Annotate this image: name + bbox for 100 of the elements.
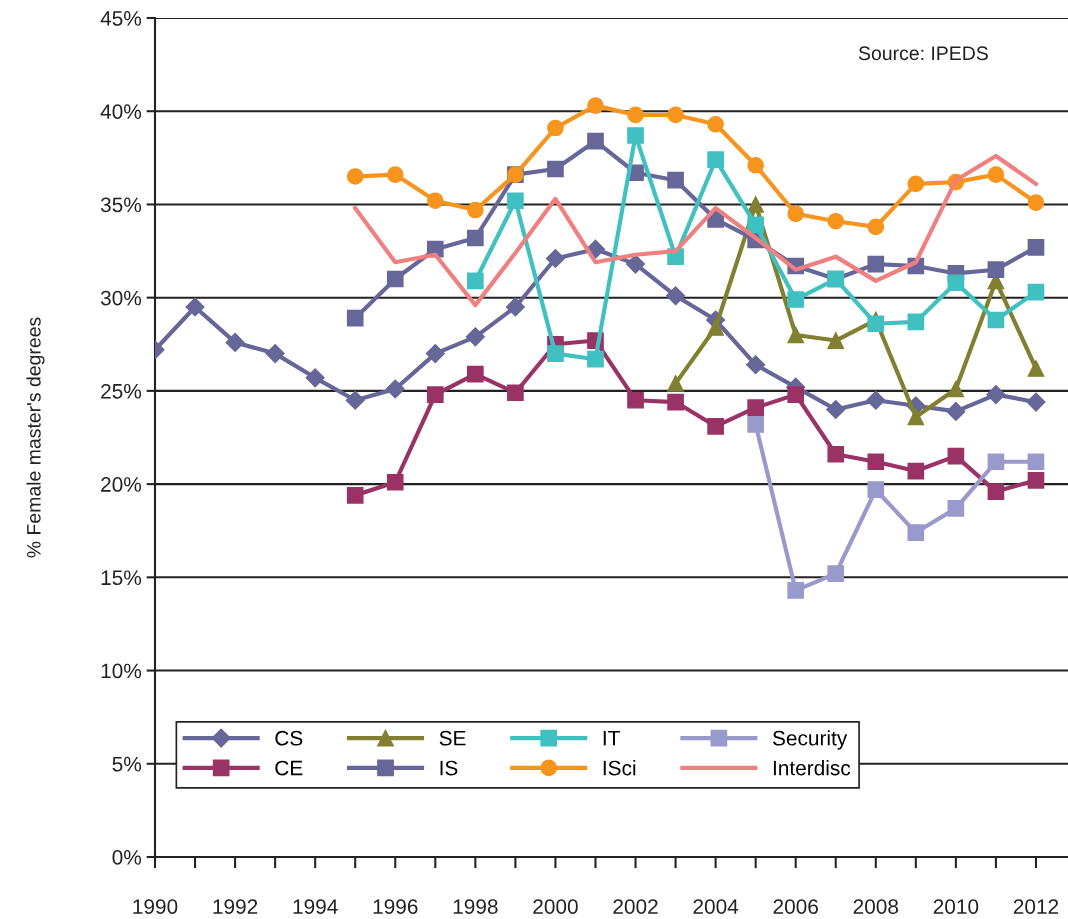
point xyxy=(787,326,805,344)
point xyxy=(1027,453,1045,471)
point xyxy=(667,106,684,124)
point xyxy=(907,175,925,193)
point xyxy=(666,286,686,306)
point xyxy=(467,229,484,247)
point xyxy=(1027,194,1045,211)
legend-label: CS xyxy=(275,730,303,746)
y-tick-label: 0% xyxy=(112,850,142,865)
point xyxy=(346,486,364,504)
point xyxy=(547,119,564,137)
point xyxy=(947,500,965,517)
point xyxy=(667,171,684,189)
x-tick-label: 2004 xyxy=(693,899,739,914)
point xyxy=(1027,360,1045,377)
point xyxy=(747,416,764,433)
x-tick-label: 2008 xyxy=(853,899,899,914)
point xyxy=(787,582,805,599)
y-tick-label: 25% xyxy=(101,383,142,399)
annotation: Source: IPEDS xyxy=(858,46,988,61)
point xyxy=(1026,392,1046,412)
y-tick-label: 15% xyxy=(101,570,142,586)
point xyxy=(1027,472,1045,489)
point xyxy=(465,327,485,347)
point xyxy=(947,447,965,465)
point xyxy=(305,368,325,388)
point xyxy=(426,386,444,403)
x-tick-label: 2000 xyxy=(533,899,578,914)
point xyxy=(346,168,364,185)
point xyxy=(946,401,966,421)
x-tick-label: 1998 xyxy=(453,899,498,914)
point xyxy=(587,97,604,114)
point xyxy=(426,192,444,210)
point xyxy=(947,380,965,398)
legend-label: IS xyxy=(440,760,458,776)
legend-label: Interdisc xyxy=(773,760,851,776)
point xyxy=(947,274,965,292)
point xyxy=(265,344,285,364)
y-tick-label: 35% xyxy=(100,197,142,213)
x-tick-label: 2012 xyxy=(1013,899,1059,914)
line-series xyxy=(353,153,1039,308)
point xyxy=(467,272,484,290)
point xyxy=(385,379,405,399)
point xyxy=(827,445,845,463)
y-axis-title: % Female master's degrees xyxy=(26,317,45,558)
x-tick-label: 1994 xyxy=(293,899,338,914)
point xyxy=(547,160,564,178)
point xyxy=(1027,238,1045,256)
point xyxy=(1027,283,1045,301)
point xyxy=(867,481,885,499)
y-tick-label: 5% xyxy=(112,756,142,772)
point xyxy=(827,212,845,230)
y-tick-label: 40% xyxy=(100,104,142,119)
point xyxy=(345,390,365,410)
point xyxy=(987,453,1005,471)
point xyxy=(386,270,404,288)
point xyxy=(867,453,885,471)
point xyxy=(747,399,764,417)
point xyxy=(907,524,925,541)
point xyxy=(986,385,1006,405)
point xyxy=(386,473,404,491)
point xyxy=(467,201,484,219)
point xyxy=(907,408,925,426)
point xyxy=(505,297,525,317)
legend-label: IT xyxy=(603,731,620,746)
point xyxy=(987,311,1005,329)
point xyxy=(707,151,724,169)
x-tick-label: 1992 xyxy=(213,899,258,914)
y-tick-label: 45% xyxy=(100,11,142,26)
point xyxy=(867,218,885,236)
point xyxy=(867,255,885,273)
legend-label: ISci xyxy=(603,760,636,776)
point xyxy=(507,192,524,210)
legend-label: Security xyxy=(772,730,848,750)
point xyxy=(867,315,885,333)
point xyxy=(747,156,764,174)
point xyxy=(587,132,604,150)
point xyxy=(667,375,684,392)
y-tick-label: 20% xyxy=(101,477,142,492)
point xyxy=(587,350,604,368)
point xyxy=(707,417,724,435)
point xyxy=(827,332,845,349)
point xyxy=(386,166,404,183)
point xyxy=(547,345,564,362)
point xyxy=(707,319,724,336)
point xyxy=(866,390,886,410)
point xyxy=(185,297,205,317)
point xyxy=(627,391,644,409)
point xyxy=(346,309,364,327)
point xyxy=(225,332,245,352)
point xyxy=(545,248,565,269)
x-tick-label: 2006 xyxy=(773,899,818,914)
x-tick-label: 1990 xyxy=(133,899,178,914)
point xyxy=(707,115,724,133)
point xyxy=(787,205,805,223)
point xyxy=(667,393,684,411)
point xyxy=(787,386,805,403)
x-tick-label: 2010 xyxy=(933,899,979,914)
point xyxy=(987,483,1005,500)
point xyxy=(627,106,644,124)
